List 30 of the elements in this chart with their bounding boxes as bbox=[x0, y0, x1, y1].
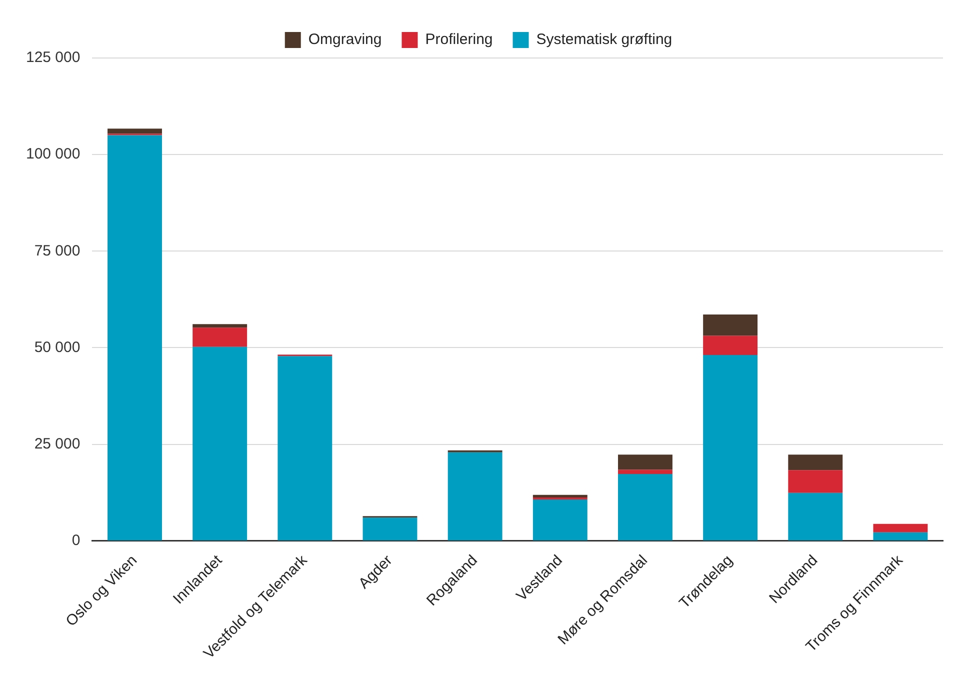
bar bbox=[788, 492, 843, 540]
bar bbox=[362, 518, 418, 540]
bar bbox=[873, 524, 928, 532]
bar bbox=[618, 454, 672, 470]
bar bbox=[703, 314, 758, 336]
bar bbox=[618, 470, 672, 474]
bar bbox=[192, 346, 248, 540]
bar bbox=[532, 494, 588, 498]
bar bbox=[873, 532, 928, 540]
bar bbox=[192, 324, 248, 328]
legend-label: Profilering bbox=[425, 31, 493, 48]
bar bbox=[788, 454, 843, 470]
bar bbox=[618, 474, 672, 540]
legend-label: Systematisk grøfting bbox=[536, 31, 672, 48]
bar bbox=[703, 355, 758, 540]
bar bbox=[108, 128, 162, 134]
bar bbox=[108, 135, 162, 540]
y-tick-label: 0 bbox=[72, 532, 80, 549]
bar bbox=[532, 499, 588, 540]
bar bbox=[703, 336, 758, 356]
bar bbox=[278, 356, 332, 540]
y-tick-label: 25 000 bbox=[34, 435, 80, 452]
bar bbox=[192, 328, 248, 347]
y-tick-label: 75 000 bbox=[34, 242, 80, 260]
bar bbox=[788, 470, 843, 493]
legend-label: Omgraving bbox=[308, 31, 382, 48]
y-tick-label: 125 000 bbox=[26, 49, 80, 66]
bar bbox=[448, 452, 502, 540]
y-tick-label: 50 000 bbox=[34, 338, 80, 356]
y-tick-label: 100 000 bbox=[26, 146, 80, 163]
